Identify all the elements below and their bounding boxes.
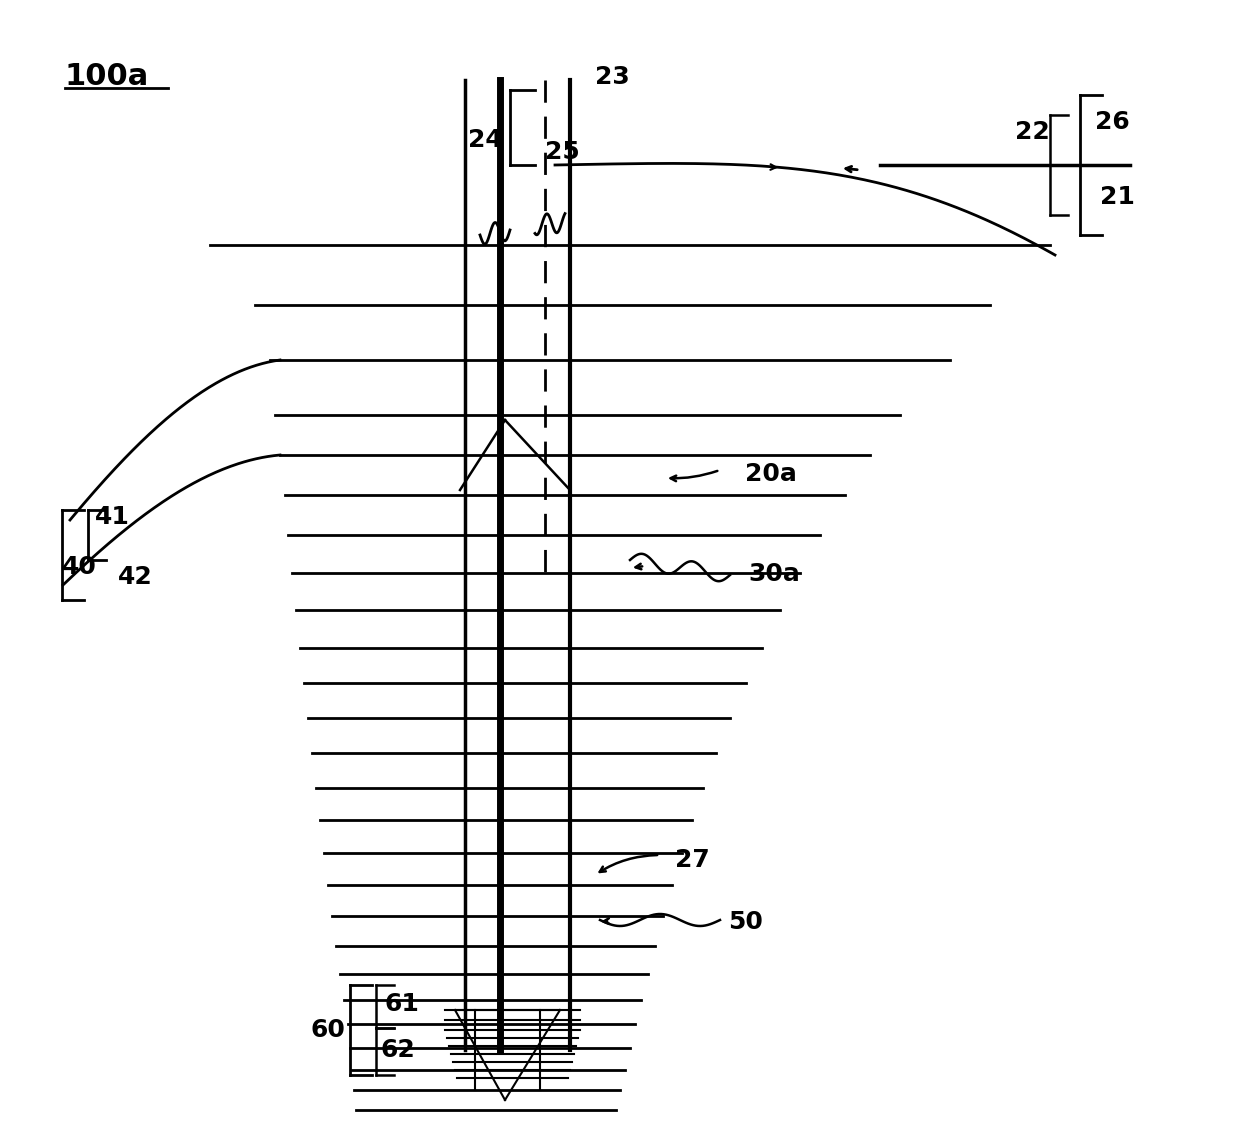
Text: 27: 27 <box>675 847 709 872</box>
Text: 62: 62 <box>379 1037 414 1062</box>
Text: 42: 42 <box>118 565 153 589</box>
Text: 30a: 30a <box>748 562 800 586</box>
Text: 20a: 20a <box>745 462 797 486</box>
Text: 40: 40 <box>62 555 97 579</box>
Text: 60: 60 <box>310 1018 345 1042</box>
Text: 26: 26 <box>1095 110 1130 134</box>
Text: 22: 22 <box>1016 120 1050 144</box>
Text: 25: 25 <box>546 140 580 164</box>
Text: 21: 21 <box>1100 185 1135 209</box>
Text: 24: 24 <box>467 128 502 152</box>
Text: 41: 41 <box>95 505 130 529</box>
Text: 100a: 100a <box>64 62 149 91</box>
Text: 50: 50 <box>728 910 763 934</box>
Text: 23: 23 <box>595 65 630 89</box>
Text: 61: 61 <box>384 992 420 1016</box>
